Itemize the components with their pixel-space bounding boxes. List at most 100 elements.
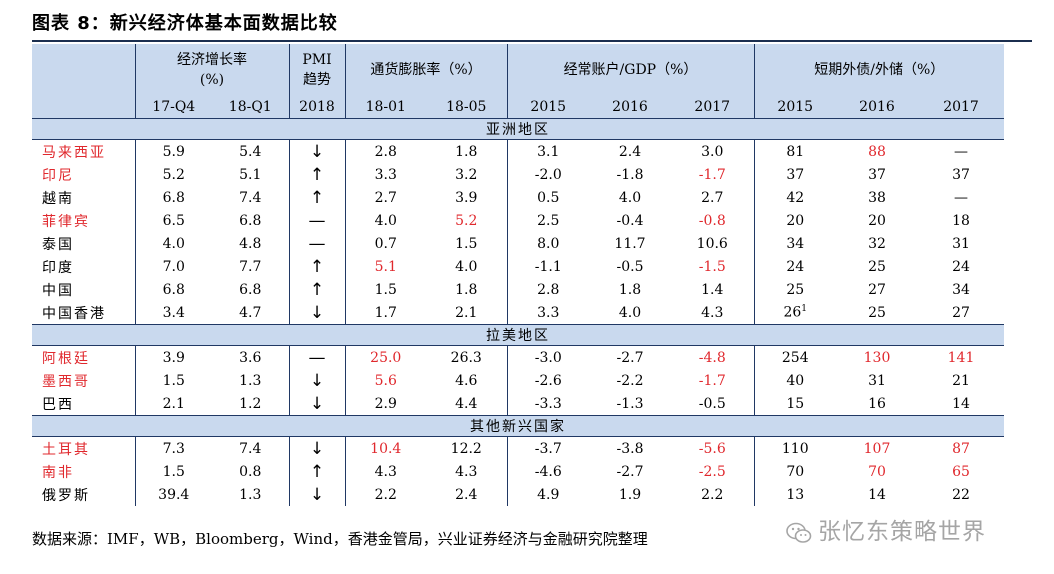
value-cell: 38: [836, 186, 918, 209]
cell-value: 130: [863, 349, 891, 366]
cell-value: 3.6: [239, 349, 262, 366]
value-cell: -4.8: [671, 346, 754, 370]
cell-value: 10.6: [696, 235, 728, 252]
cell-value: 5.2: [455, 212, 478, 229]
cell-value: 3.3: [537, 304, 560, 321]
cell-value: -0.5: [698, 395, 726, 412]
value-cell: 2.8: [506, 278, 589, 301]
country-name: 越南: [42, 190, 74, 207]
value-cell: 5.9: [134, 139, 212, 163]
trend-arrow-icon: ↓: [309, 141, 325, 162]
value-cell: 141: [918, 346, 1004, 370]
value-cell: 3.6: [212, 346, 289, 370]
cell-value: 1.5: [162, 463, 185, 480]
table-row: 菲律宾 6.5 6.8 — 4.0 5.2 2.5 -0.4 -0.8 20 20 18: [32, 209, 1004, 232]
value-cell: 4.4: [426, 392, 507, 416]
value-cell: -2.7: [589, 460, 671, 483]
table-row: 巴西 2.1 1.2 ↓ 2.9 4.4 -3.3 -1.3 -0.5 15 16 14: [32, 392, 1004, 416]
table-row: 泰国 4.0 4.8 — 0.7 1.5 8.0 11.7 10.6 34 32 31: [32, 232, 1004, 255]
figure-title: 图表 8：新兴经济体基本面数据比较: [32, 13, 338, 34]
header-row-sub: 17-Q4 18-Q1 2018 18-01 18-05 2015 2016 2…: [32, 96, 1005, 119]
value-cell: 34: [753, 232, 836, 255]
value-cell: 4.3: [426, 460, 507, 483]
cell-value: -0.4: [616, 212, 644, 229]
value-cell: 3.4: [134, 301, 212, 325]
value-cell: 3.3: [344, 163, 426, 186]
value-cell: 7.7: [212, 255, 289, 278]
cell-value: -4.8: [698, 349, 726, 366]
cell-value: -5.6: [698, 440, 726, 457]
country-name: 土耳其: [42, 441, 90, 458]
watermark: 张忆东策略世界: [786, 512, 986, 546]
cell-value: 88: [868, 143, 886, 160]
value-cell: 5.2: [426, 209, 507, 232]
cell-value: -1.1: [534, 258, 562, 275]
cell-value: 1.3: [239, 486, 262, 503]
cell-value: -1.7: [698, 166, 726, 183]
cell-value: -2.7: [616, 349, 644, 366]
value-cell: 1.2: [212, 392, 289, 416]
value-cell: 39.4: [134, 483, 212, 506]
pmi-trend-cell: ↓: [288, 483, 345, 506]
cell-value: 2.4: [455, 486, 478, 503]
value-cell: -2.7: [589, 346, 671, 370]
cell-value: 4.4: [455, 395, 478, 412]
table-row: 越南 6.8 7.4 ↑ 2.7 3.9 0.5 4.0 2.7 42 38 —: [32, 186, 1004, 209]
value-cell: 4.7: [212, 301, 289, 325]
value-cell: 4.3: [344, 460, 426, 483]
country-name: 墨西哥: [42, 373, 90, 390]
cell-value: 26.3: [450, 349, 482, 366]
cell-value: 26: [783, 304, 802, 321]
value-cell: 6.8: [212, 278, 289, 301]
cell-value: 1.8: [455, 281, 478, 298]
cell-value: 7.7: [239, 258, 262, 275]
cell-value: -2.5: [698, 463, 726, 480]
value-cell: 4.0: [589, 186, 671, 209]
inflation-header: 通货膨胀率（%）: [344, 44, 507, 96]
value-cell: 14: [836, 483, 918, 506]
cell-value: 2.7: [701, 189, 724, 206]
value-cell: 10.6: [671, 232, 754, 255]
subheader: 17-Q4: [134, 96, 212, 119]
cell-value: 25: [786, 281, 805, 298]
cell-value: 25.0: [370, 349, 402, 366]
pmi-trend-cell: ↓: [288, 392, 345, 416]
cell-value: 65: [952, 463, 970, 480]
cell-value: 7.0: [162, 258, 185, 275]
table-row: 南非 1.5 0.8 ↑ 4.3 4.3 -4.6 -2.7 -2.5 70 70 65: [32, 460, 1004, 483]
header-row-top: 经济增长率 (%) PMI 趋势 通货膨胀率（%） 经常账户/GDP（%） 短期…: [32, 44, 1005, 96]
cell-value: 37: [868, 166, 886, 183]
value-cell: 31: [918, 232, 1004, 255]
value-cell: -5.6: [671, 437, 754, 461]
country-name: 俄罗斯: [42, 487, 90, 504]
cell-value: 107: [863, 440, 891, 457]
cell-value: 70: [786, 463, 805, 480]
cell-value: 0.7: [374, 235, 397, 252]
value-cell: 4.9: [506, 483, 589, 506]
trend-arrow-icon: ↑: [309, 256, 325, 277]
cell-value: -2.6: [534, 372, 562, 389]
cell-value: 14: [952, 395, 970, 412]
country-name: 印尼: [42, 167, 74, 184]
value-cell: 107: [836, 437, 918, 461]
cell-value: 6.8: [162, 189, 185, 206]
value-cell: 37: [836, 163, 918, 186]
value-cell: 65: [918, 460, 1004, 483]
source-note: 数据来源：IMF，WB，Bloomberg，Wind，香港金管局，兴业证券经济与…: [32, 530, 648, 548]
cell-value: 40: [786, 372, 805, 389]
region-row: 其他新兴国家: [32, 415, 1005, 437]
value-cell: 6.8: [134, 186, 212, 209]
trend-arrow-icon: ↑: [309, 461, 325, 482]
cell-value: 2.1: [455, 304, 478, 321]
cell-value: 2.8: [374, 143, 397, 160]
value-cell: -1.3: [589, 392, 671, 416]
value-cell: -0.5: [589, 255, 671, 278]
value-cell: 37: [918, 163, 1004, 186]
value-cell: 6.8: [212, 209, 289, 232]
country-name: 中国: [42, 282, 74, 299]
value-cell: 2.7: [344, 186, 426, 209]
table-row: 印尼 5.2 5.1 ↑ 3.3 3.2 -2.0 -1.8 -1.7 37 37 37: [32, 163, 1004, 186]
value-cell: 1.5: [134, 460, 212, 483]
cell-value: 34: [952, 281, 970, 298]
pmi-header-line1: PMI: [302, 52, 332, 68]
